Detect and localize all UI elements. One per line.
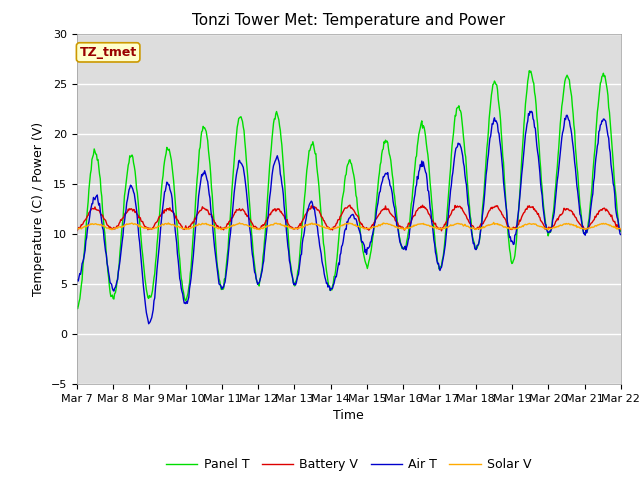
Solar V — [431, 224, 438, 230]
Panel T — [74, 306, 81, 312]
Panel T — [140, 259, 147, 265]
Battery V — [194, 211, 202, 216]
Solar V — [415, 221, 422, 227]
Air T — [526, 108, 534, 114]
Air T — [145, 321, 152, 326]
Solar V — [83, 224, 90, 229]
Solar V — [617, 226, 625, 232]
Panel T — [416, 128, 424, 134]
Panel T — [223, 252, 231, 258]
Battery V — [431, 220, 439, 226]
Panel T — [84, 207, 92, 213]
Title: Tonzi Tower Met: Temperature and Power: Tonzi Tower Met: Temperature and Power — [192, 13, 506, 28]
Line: Battery V: Battery V — [77, 205, 621, 231]
Battery V — [73, 228, 81, 234]
Air T — [83, 235, 90, 240]
Legend: Panel T, Battery V, Air T, Solar V: Panel T, Battery V, Air T, Solar V — [161, 453, 536, 476]
Air T — [73, 279, 81, 285]
Battery V — [223, 223, 230, 228]
Y-axis label: Temperature (C) / Power (V): Temperature (C) / Power (V) — [32, 122, 45, 296]
Air T — [223, 261, 231, 267]
Solar V — [490, 219, 497, 225]
Line: Solar V: Solar V — [77, 222, 621, 230]
Line: Air T: Air T — [77, 111, 621, 324]
Battery V — [617, 227, 625, 232]
Solar V — [73, 226, 81, 231]
Panel T — [431, 243, 439, 249]
Panel T — [195, 157, 202, 163]
Text: TZ_tmet: TZ_tmet — [79, 46, 137, 59]
Battery V — [83, 215, 90, 221]
Air T — [431, 250, 439, 255]
Air T — [416, 167, 424, 173]
Air T — [617, 232, 625, 238]
Solar V — [139, 224, 147, 230]
Solar V — [223, 226, 230, 231]
Air T — [139, 276, 147, 281]
Battery V — [139, 218, 147, 224]
X-axis label: Time: Time — [333, 409, 364, 422]
Panel T — [617, 228, 625, 234]
Line: Panel T: Panel T — [77, 71, 621, 309]
Panel T — [73, 303, 81, 309]
Panel T — [525, 68, 533, 73]
Solar V — [545, 227, 552, 233]
Solar V — [194, 222, 202, 228]
Battery V — [416, 205, 424, 211]
Battery V — [346, 202, 354, 208]
Air T — [195, 193, 202, 199]
